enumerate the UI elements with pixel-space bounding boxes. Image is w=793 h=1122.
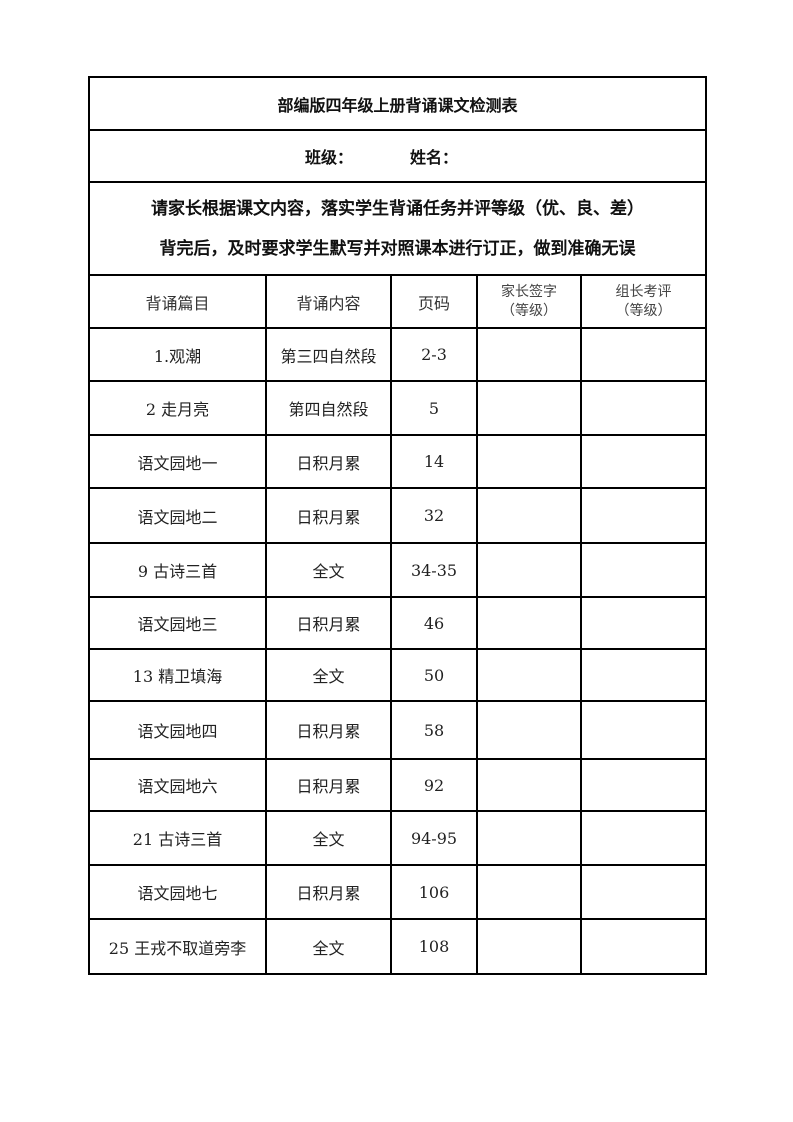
- cell-parent-sign[interactable]: [476, 596, 582, 650]
- cell-parent-sign[interactable]: [476, 434, 582, 489]
- cell-page: 34-35: [390, 542, 478, 598]
- cell-parent-sign[interactable]: [476, 918, 582, 975]
- cell-item: 13 精卫填海: [88, 648, 267, 702]
- cell-content: 第四自然段: [265, 380, 392, 436]
- cell-parent-sign[interactable]: [476, 700, 582, 760]
- cell-content: 日积月累: [265, 434, 392, 489]
- cell-item: 1.观潮: [88, 327, 267, 382]
- cell-leader-review[interactable]: [579, 810, 708, 866]
- cell-page: 58: [390, 700, 478, 760]
- table-row: 9 古诗三首 全文 34-35: [88, 542, 708, 598]
- class-name-row: 班级： 姓名：: [87, 129, 708, 183]
- page-title: 部编版四年级上册背诵课文检测表: [87, 76, 708, 131]
- cell-leader-review[interactable]: [579, 758, 708, 812]
- table-row: 语文园地二 日积月累 32: [88, 487, 708, 544]
- cell-leader-review[interactable]: [579, 700, 708, 760]
- cell-content: 日积月累: [265, 700, 392, 760]
- header-page: 页码: [390, 274, 478, 329]
- cell-content: 全文: [265, 542, 392, 598]
- header-content: 背诵内容: [265, 274, 392, 329]
- header-parent-sign-sub: （等级）: [501, 302, 557, 319]
- table-row: 语文园地一 日积月累 14: [88, 434, 708, 489]
- cell-parent-sign[interactable]: [476, 487, 582, 544]
- header-leader-review: 组长考评 （等级）: [579, 274, 708, 329]
- cell-parent-sign[interactable]: [476, 380, 582, 436]
- cell-leader-review[interactable]: [579, 864, 708, 920]
- cell-content: 全文: [265, 648, 392, 702]
- cell-content: 日积月累: [265, 864, 392, 920]
- cell-page: 106: [390, 864, 478, 920]
- cell-item: 语文园地一: [88, 434, 267, 489]
- table-row: 语文园地七 日积月累 106: [88, 864, 708, 920]
- cell-item: 语文园地四: [88, 700, 267, 760]
- cell-page: 14: [390, 434, 478, 489]
- table-row: 25 王戎不取道旁李 全文 108: [88, 918, 708, 975]
- class-label: 班级：: [305, 148, 354, 167]
- cell-content: 第三四自然段: [265, 327, 392, 382]
- table-row: 语文园地三 日积月累 46: [88, 596, 708, 650]
- cell-page: 2-3: [390, 327, 478, 382]
- table-row: 2 走月亮 第四自然段 5: [88, 380, 708, 436]
- cell-leader-review[interactable]: [579, 487, 708, 544]
- cell-page: 32: [390, 487, 478, 544]
- header-item: 背诵篇目: [88, 274, 267, 329]
- cell-page: 108: [390, 918, 478, 975]
- instruction-line: 背完后，及时要求学生默写并对照课本进行订正，做到准确无误: [159, 238, 636, 259]
- cell-leader-review[interactable]: [579, 648, 708, 702]
- cell-item: 语文园地二: [88, 487, 267, 544]
- name-label: 姓名：: [410, 148, 459, 167]
- cell-parent-sign[interactable]: [476, 542, 582, 598]
- cell-content: 全文: [265, 918, 392, 975]
- header-row: 背诵篇目 背诵内容 页码 家长签字 （等级） 组长考评 （等级）: [88, 274, 708, 329]
- cell-leader-review[interactable]: [579, 596, 708, 650]
- header-leader-review-sub: （等级）: [615, 302, 672, 319]
- cell-item: 25 王戎不取道旁李: [88, 918, 267, 975]
- header-leader-review-label: 组长考评: [615, 283, 672, 300]
- cell-leader-review[interactable]: [579, 542, 708, 598]
- cell-page: 46: [390, 596, 478, 650]
- cell-page: 92: [390, 758, 478, 812]
- cell-content: 全文: [265, 810, 392, 866]
- cell-parent-sign[interactable]: [476, 327, 582, 382]
- cell-item: 21 古诗三首: [88, 810, 267, 866]
- cell-parent-sign[interactable]: [476, 648, 582, 702]
- cell-page: 94-95: [390, 810, 478, 866]
- cell-page: 50: [390, 648, 478, 702]
- instructions: 请家长根据课文内容，落实学生背诵任务并评等级（优、良、差） 背完后，及时要求学生…: [87, 181, 708, 276]
- cell-item: 9 古诗三首: [88, 542, 267, 598]
- table-row: 13 精卫填海 全文 50: [88, 648, 708, 702]
- table-row: 21 古诗三首 全文 94-95: [88, 810, 708, 866]
- cell-parent-sign[interactable]: [476, 810, 582, 866]
- cell-content: 日积月累: [265, 487, 392, 544]
- cell-parent-sign[interactable]: [476, 864, 582, 920]
- instruction-line: 请家长根据课文内容，落实学生背诵任务并评等级（优、良、差）: [151, 198, 645, 219]
- cell-page: 5: [390, 380, 478, 436]
- cell-parent-sign[interactable]: [476, 758, 582, 812]
- recitation-check-table: 部编版四年级上册背诵课文检测表 班级： 姓名： 请家长根据课文内容，落实学生背诵任…: [87, 76, 708, 975]
- header-parent-sign: 家长签字 （等级）: [476, 274, 582, 329]
- table-row: 语文园地六 日积月累 92: [88, 758, 708, 812]
- cell-content: 日积月累: [265, 758, 392, 812]
- cell-leader-review[interactable]: [579, 380, 708, 436]
- cell-leader-review[interactable]: [579, 918, 708, 975]
- table-row: 1.观潮 第三四自然段 2-3: [88, 327, 708, 382]
- cell-content: 日积月累: [265, 596, 392, 650]
- table-row: 语文园地四 日积月累 58: [88, 700, 708, 760]
- cell-item: 语文园地六: [88, 758, 267, 812]
- cell-item: 语文园地七: [88, 864, 267, 920]
- header-parent-sign-label: 家长签字: [501, 283, 557, 300]
- cell-item: 2 走月亮: [88, 380, 267, 436]
- cell-leader-review[interactable]: [579, 434, 708, 489]
- cell-item: 语文园地三: [88, 596, 267, 650]
- cell-leader-review[interactable]: [579, 327, 708, 382]
